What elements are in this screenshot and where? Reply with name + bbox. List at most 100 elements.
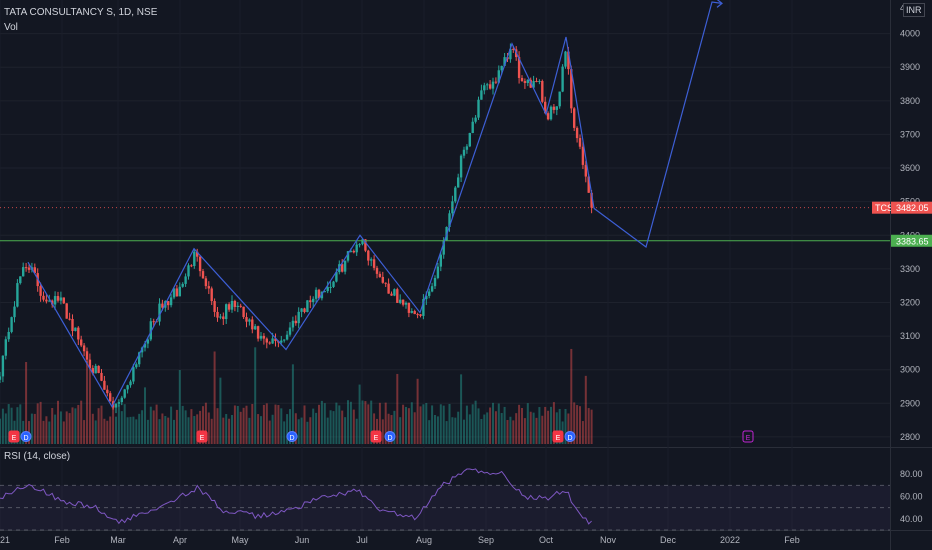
volume-bar bbox=[117, 404, 120, 444]
candle-body bbox=[329, 286, 332, 288]
event-marker-label: E bbox=[374, 435, 379, 442]
candle-body bbox=[213, 301, 216, 312]
volume-bar bbox=[399, 417, 402, 444]
candle-body bbox=[100, 372, 103, 381]
candle-body bbox=[523, 81, 527, 83]
candle-body bbox=[288, 327, 292, 335]
price-tick-label: 3600 bbox=[900, 163, 920, 173]
candle-body bbox=[306, 300, 309, 313]
time-tick-label: Jul bbox=[356, 535, 368, 545]
volume-bar bbox=[112, 405, 115, 444]
volume-bar bbox=[199, 410, 202, 444]
volume-bar bbox=[439, 404, 442, 444]
volume-bar bbox=[564, 408, 567, 444]
currency-badge[interactable]: INR bbox=[903, 3, 925, 17]
candle-body bbox=[500, 65, 503, 71]
volume-bar bbox=[431, 405, 434, 444]
volume-bar bbox=[526, 403, 529, 444]
volume-bar bbox=[152, 410, 155, 444]
price-tick-label: 3000 bbox=[900, 365, 920, 375]
price-tick-label: 3100 bbox=[900, 331, 920, 341]
candle-body bbox=[370, 259, 373, 261]
candle-body bbox=[343, 260, 347, 272]
candle-body bbox=[114, 403, 118, 408]
candle-body bbox=[149, 321, 152, 340]
earnings-marker bbox=[196, 430, 208, 443]
candle-body bbox=[422, 299, 425, 316]
candle-body bbox=[404, 302, 408, 305]
volume-bar bbox=[349, 401, 352, 444]
volume-bar bbox=[381, 419, 384, 444]
time-tick-label: Jun bbox=[295, 535, 310, 545]
candle-body bbox=[433, 277, 437, 287]
volume-bar bbox=[173, 419, 175, 444]
candle-body bbox=[425, 295, 428, 300]
candle-body bbox=[158, 303, 161, 322]
earnings-marker bbox=[8, 430, 20, 443]
volume-bar bbox=[175, 409, 178, 444]
event-marker-label: D bbox=[567, 435, 572, 442]
earnings-marker bbox=[370, 430, 382, 443]
volume-bar bbox=[465, 405, 468, 444]
candle-body bbox=[378, 273, 382, 277]
volume-bar bbox=[219, 377, 222, 444]
candle-body bbox=[477, 99, 480, 118]
candle-body bbox=[59, 297, 63, 301]
candle-body bbox=[538, 81, 541, 83]
rsi-tick-label: 40.00 bbox=[900, 514, 923, 524]
candle-body bbox=[573, 108, 576, 128]
volume-bar bbox=[202, 406, 204, 444]
volume-bar bbox=[344, 417, 347, 444]
event-marker-label: D bbox=[387, 435, 392, 442]
candle-body bbox=[413, 311, 416, 315]
candle-body bbox=[457, 177, 460, 188]
volume-bar bbox=[170, 406, 173, 444]
candle-body bbox=[172, 288, 176, 298]
candle-body bbox=[349, 250, 353, 252]
last-price-tag bbox=[891, 201, 932, 214]
candle-body bbox=[88, 359, 92, 369]
candle-body bbox=[103, 380, 106, 390]
rsi-tick-label: 60.00 bbox=[900, 492, 923, 502]
volume-bar bbox=[0, 418, 1, 444]
candle-body bbox=[341, 264, 344, 272]
volume-bar bbox=[291, 364, 294, 444]
candle-body bbox=[407, 302, 411, 313]
candle-body bbox=[454, 187, 457, 202]
volume-bar bbox=[300, 417, 303, 444]
volume-bar bbox=[91, 413, 94, 444]
volume-bar bbox=[245, 405, 248, 444]
volume-bar bbox=[579, 406, 581, 444]
volume-bar bbox=[512, 420, 515, 444]
volume-bar bbox=[42, 420, 45, 444]
time-tick-label: 2022 bbox=[720, 535, 740, 545]
volume-bar bbox=[178, 369, 181, 444]
volume-bar bbox=[489, 407, 492, 444]
volume-bar bbox=[239, 411, 242, 444]
volume-bar bbox=[460, 374, 463, 444]
volume-bar bbox=[48, 421, 51, 444]
volume-bar bbox=[39, 401, 42, 444]
candle-body bbox=[181, 283, 184, 287]
volume-bar bbox=[471, 404, 474, 444]
volume-bar bbox=[251, 403, 254, 444]
candle-body bbox=[532, 80, 535, 88]
candle-body bbox=[120, 397, 123, 403]
candle-body bbox=[161, 303, 164, 308]
volume-bar bbox=[492, 402, 494, 444]
candle-body bbox=[48, 300, 51, 302]
candle-body bbox=[138, 352, 141, 365]
volume-bar bbox=[573, 402, 576, 444]
price-tick-label: 3200 bbox=[900, 297, 920, 307]
time-tick-label: Nov bbox=[600, 535, 617, 545]
volume-bar bbox=[396, 373, 399, 444]
dividend-marker bbox=[286, 431, 298, 442]
volume-bar bbox=[62, 421, 65, 444]
candle-body bbox=[503, 57, 506, 66]
symbol-tag-label: TCS bbox=[875, 203, 893, 213]
candle-body bbox=[381, 276, 384, 283]
price-tick-label: 4000 bbox=[900, 29, 920, 39]
volume-bar bbox=[88, 361, 91, 444]
candle-body bbox=[68, 318, 71, 320]
